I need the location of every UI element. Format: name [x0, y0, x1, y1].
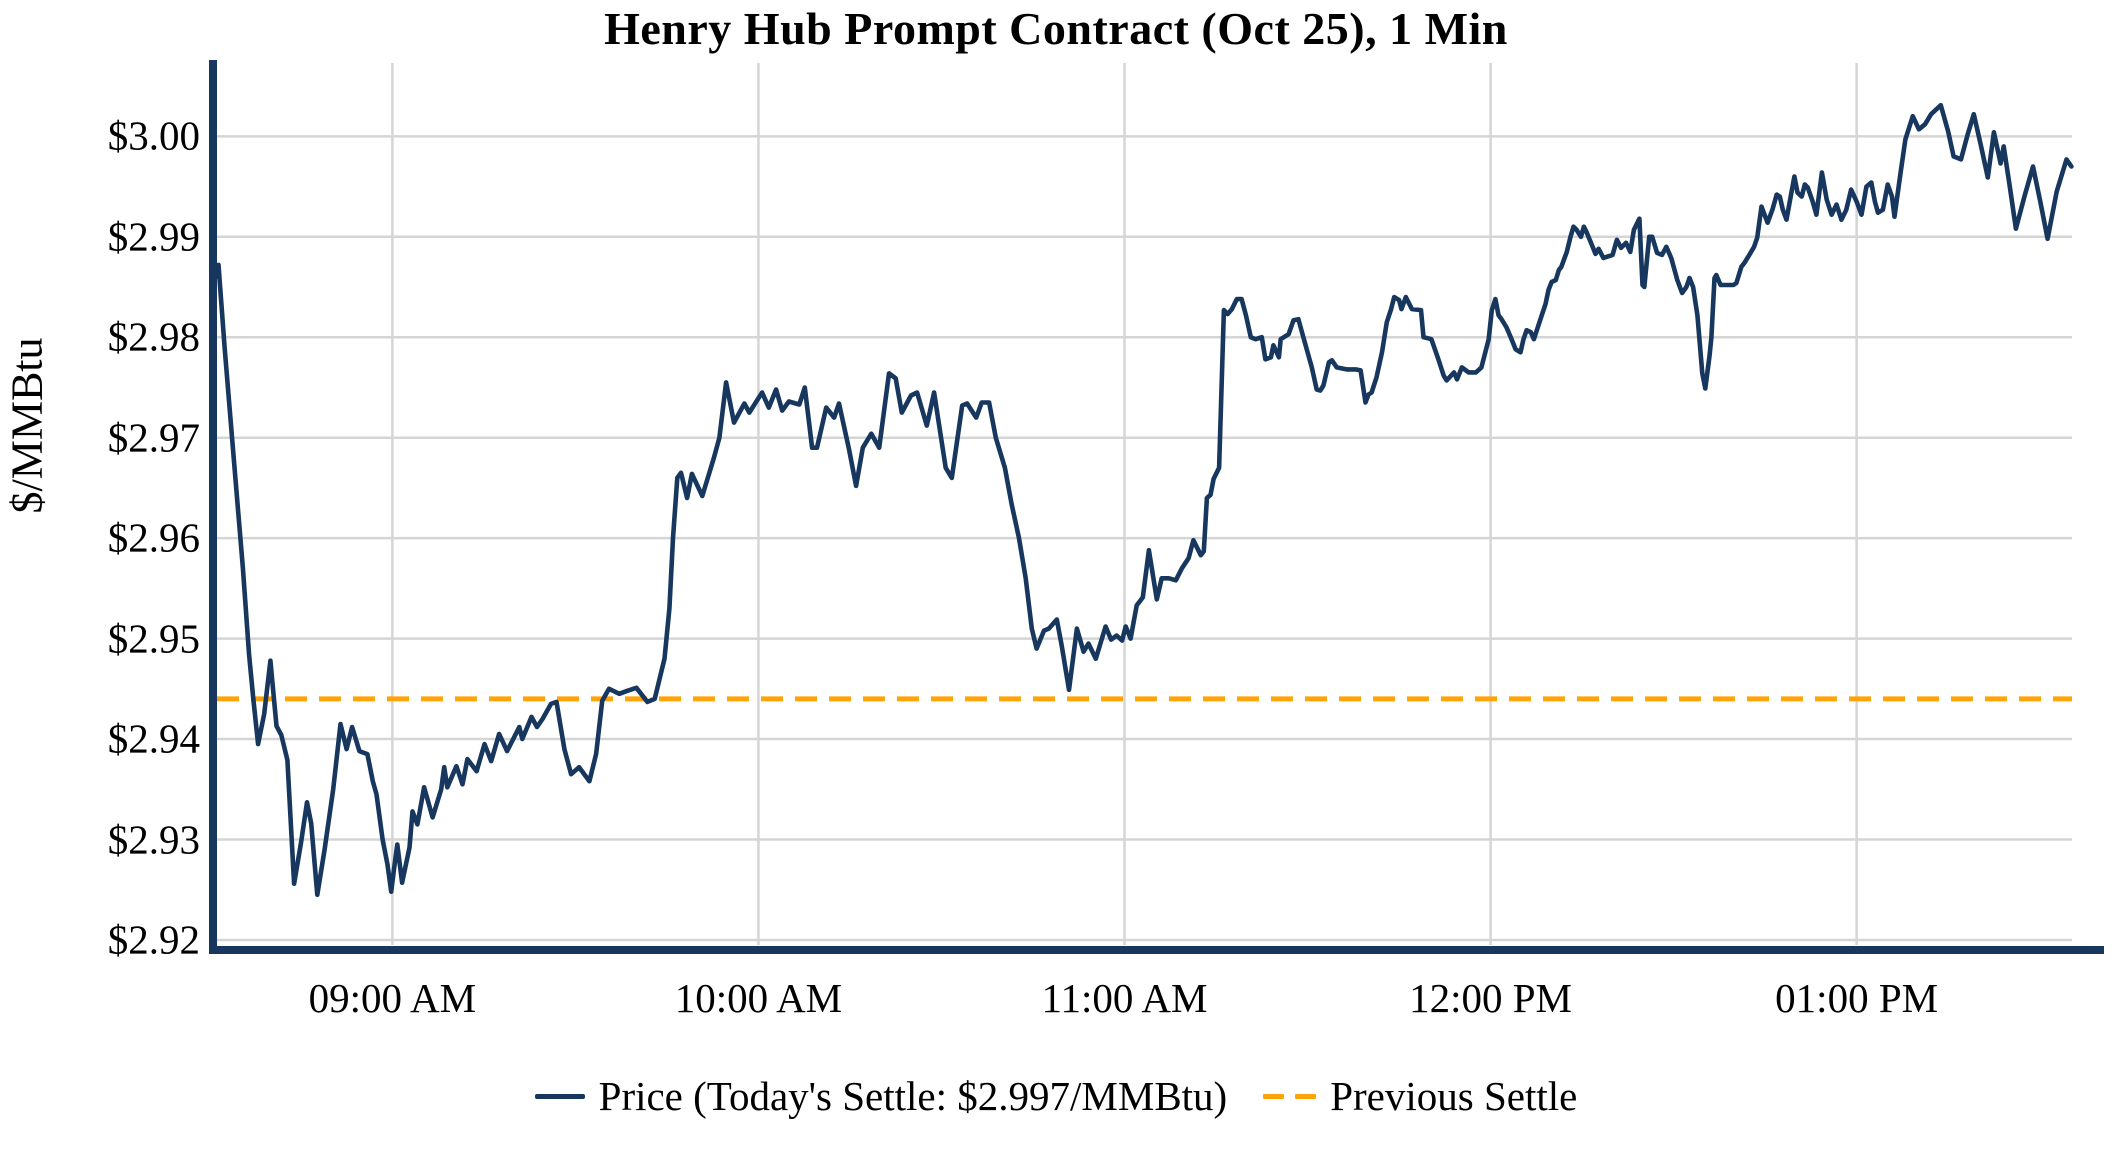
y-tick-label: $2.94	[107, 715, 200, 762]
chart-title: Henry Hub Prompt Contract (Oct 25), 1 Mi…	[604, 3, 1508, 54]
y-tick-label: $2.92	[107, 916, 200, 963]
y-tick-label: $2.98	[107, 313, 200, 360]
y-tick-label: $2.93	[107, 816, 200, 862]
y-axis-spine	[209, 60, 217, 954]
price-legend-label: Price (Today's Settle: $2.997/MMBtu)	[598, 1073, 1228, 1119]
x-tick-label: 01:00 PM	[1775, 975, 1939, 1021]
x-tick-label: 09:00 AM	[308, 975, 477, 1021]
y-tick-label: $2.97	[107, 414, 200, 461]
x-tick-label: 11:00 AM	[1041, 975, 1208, 1021]
price-line-swatch	[534, 1093, 585, 1099]
x-tick-label: 12:00 PM	[1409, 975, 1573, 1021]
x-axis-spine	[209, 946, 2104, 954]
price-line	[213, 102, 2074, 898]
previous-settle-dash-swatch	[1263, 1093, 1317, 1099]
legend: Price (Today's Settle: $2.997/MMBtu) Pre…	[0, 1072, 2112, 1120]
previous-settle-legend-label: Previous Settle	[1330, 1073, 1578, 1119]
y-tick-label: $2.96	[107, 514, 200, 561]
y-tick-label: $2.95	[107, 615, 200, 662]
y-tick-label: $2.99	[107, 213, 200, 260]
x-tick-label: 10:00 AM	[674, 975, 843, 1021]
y-tick-label: $3.00	[107, 112, 200, 159]
